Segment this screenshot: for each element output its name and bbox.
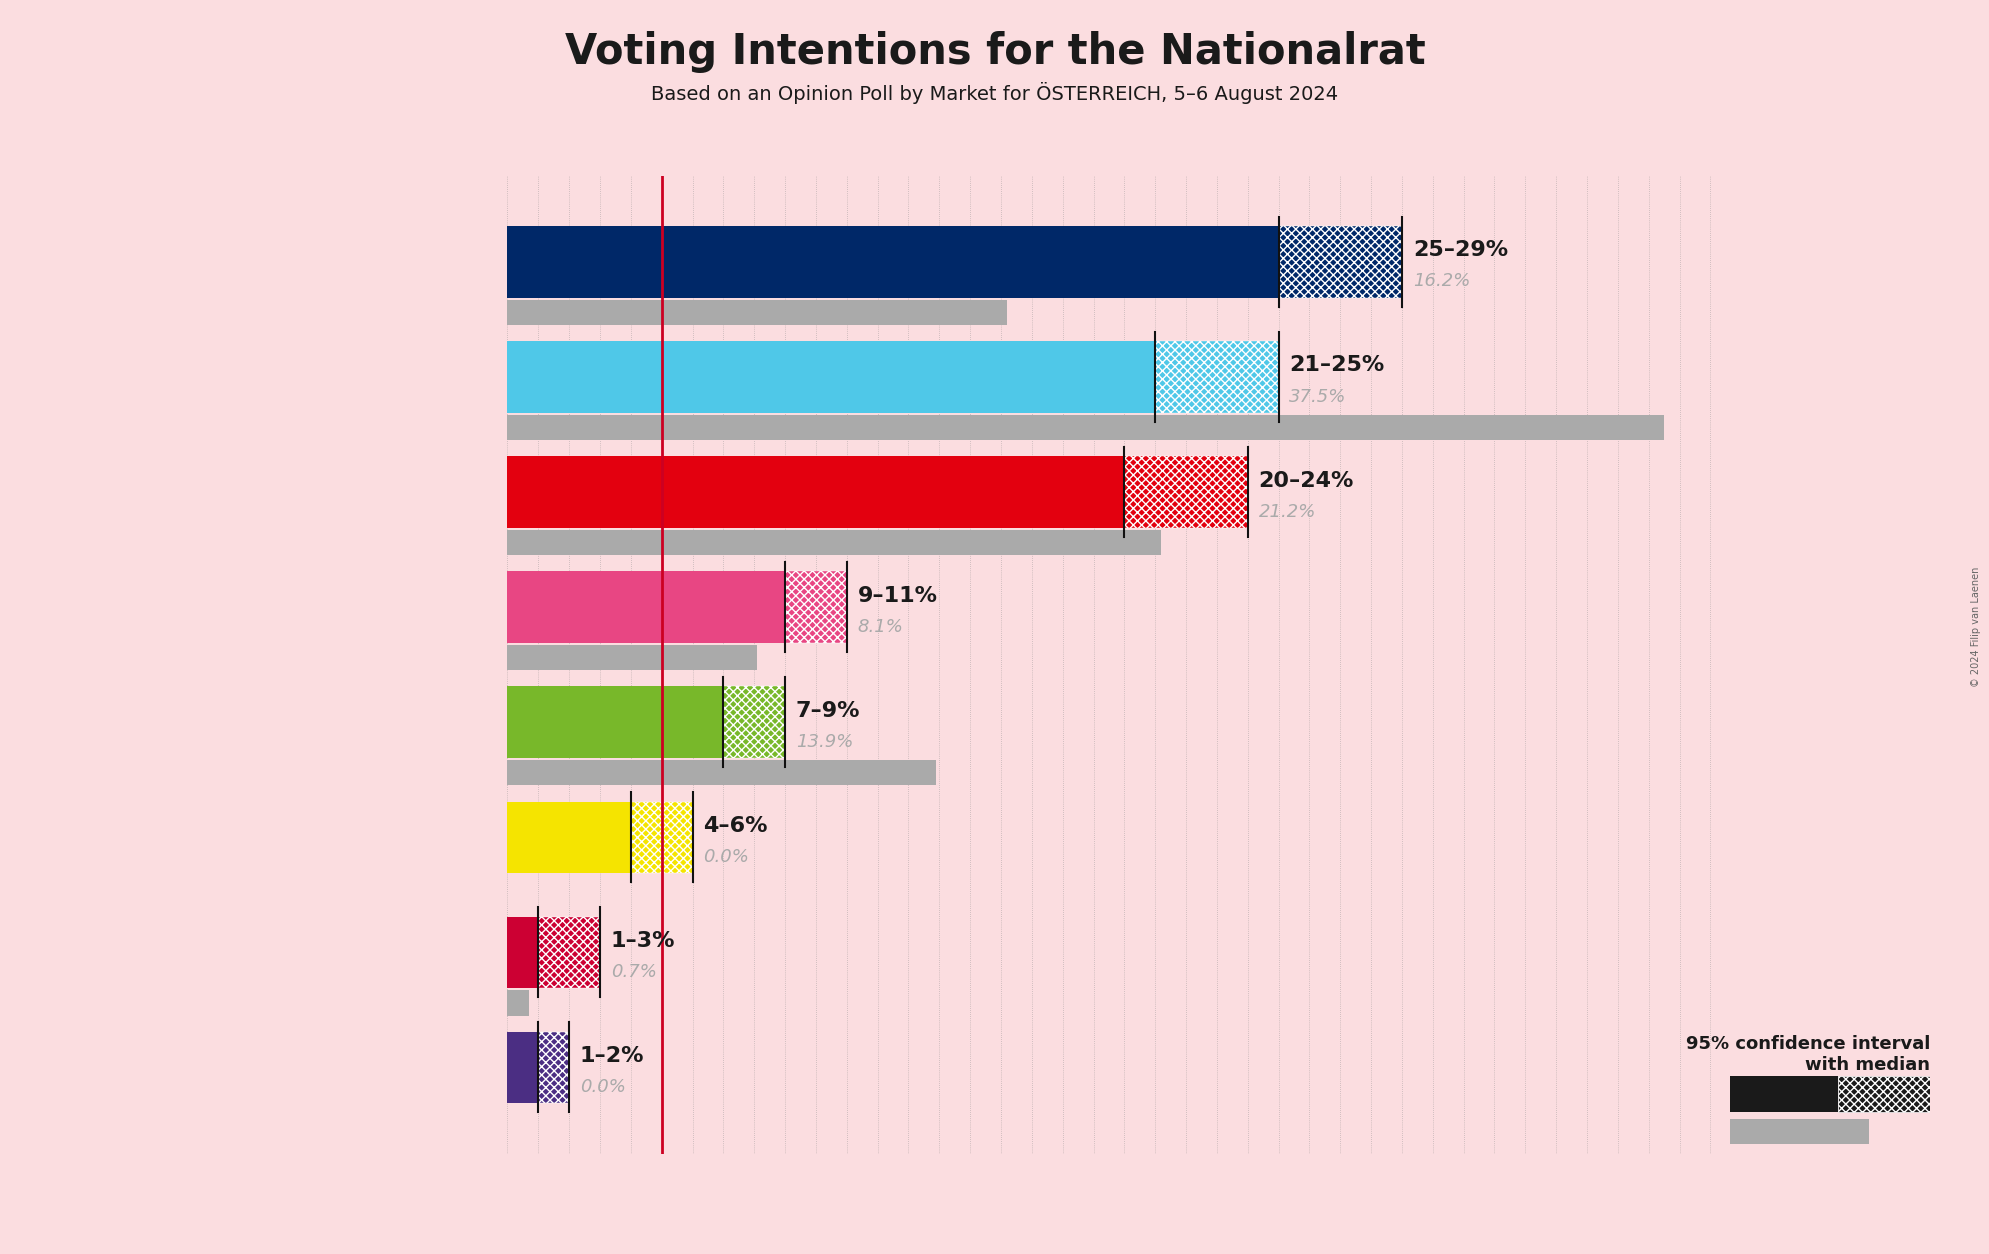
Bar [507, 300, 1006, 325]
Text: 25–29%: 25–29% [1412, 241, 1508, 261]
Bar [507, 572, 784, 643]
Text: 0.7%: 0.7% [611, 963, 656, 981]
Bar [1124, 456, 1247, 528]
Bar [507, 226, 1277, 297]
Bar [507, 801, 631, 873]
Bar [507, 991, 529, 1016]
Bar [724, 686, 784, 757]
Bar [784, 572, 845, 643]
Bar [507, 760, 935, 785]
Text: 1–3%: 1–3% [611, 930, 674, 951]
Bar [507, 917, 537, 988]
Bar [1728, 1119, 1868, 1145]
Text: Voting Intentions for the Nationalrat: Voting Intentions for the Nationalrat [565, 31, 1424, 73]
Text: 4–6%: 4–6% [702, 815, 768, 835]
Bar [507, 530, 1162, 556]
Text: 20–24%: 20–24% [1257, 470, 1353, 490]
Text: 21–25%: 21–25% [1289, 355, 1384, 375]
Bar [1154, 341, 1277, 413]
Text: 16.2%: 16.2% [1412, 272, 1470, 291]
Bar [507, 341, 1154, 413]
Bar [1277, 226, 1400, 297]
Text: Based on an Opinion Poll by Market for ÖSTERREICH, 5–6 August 2024: Based on an Opinion Poll by Market for Ö… [650, 82, 1339, 104]
Text: 13.9%: 13.9% [796, 732, 853, 751]
Text: Last result: Last result [1758, 1126, 1854, 1145]
Text: 9–11%: 9–11% [857, 586, 937, 606]
Text: © 2024 Filip van Laenen: © 2024 Filip van Laenen [1969, 567, 1981, 687]
Text: 7–9%: 7–9% [796, 701, 859, 721]
Bar [507, 686, 724, 757]
Bar [537, 1032, 569, 1104]
Bar [507, 645, 758, 671]
Text: 0.0%: 0.0% [702, 848, 748, 865]
Bar [507, 1032, 537, 1104]
Text: 8.1%: 8.1% [857, 618, 903, 636]
Text: 1–2%: 1–2% [579, 1046, 644, 1066]
Bar [1728, 1076, 1836, 1111]
Text: 0.0%: 0.0% [579, 1078, 625, 1096]
Bar [631, 801, 692, 873]
Text: 95% confidence interval
with median: 95% confidence interval with median [1685, 1035, 1929, 1073]
Bar [507, 456, 1124, 528]
Bar [537, 917, 601, 988]
Text: 37.5%: 37.5% [1289, 387, 1347, 405]
Bar [507, 415, 1663, 440]
Bar [1836, 1076, 1929, 1111]
Text: 21.2%: 21.2% [1257, 503, 1315, 520]
